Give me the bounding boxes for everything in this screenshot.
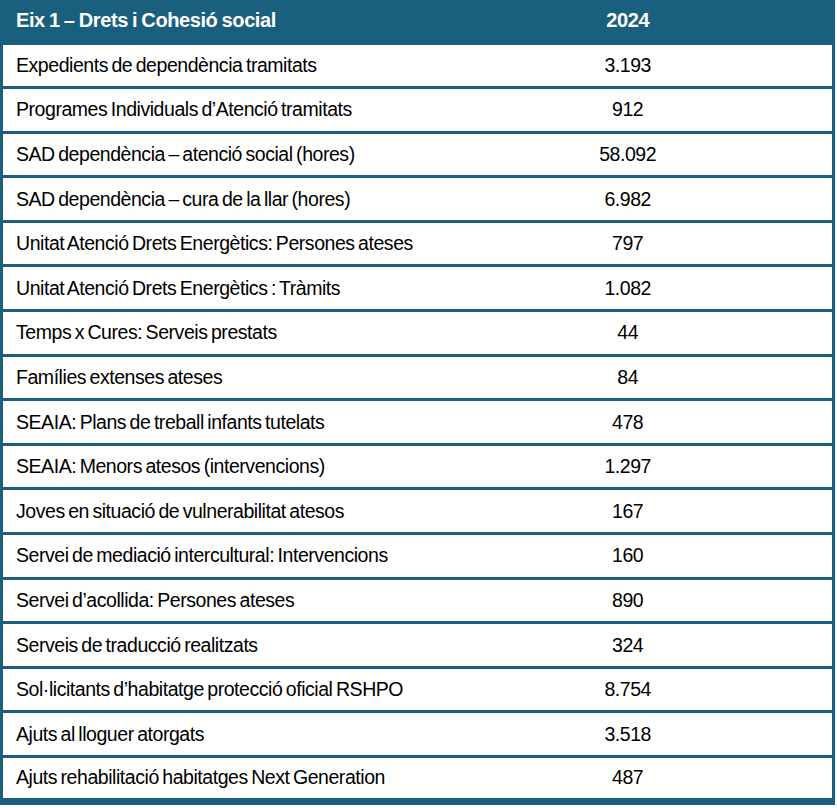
table-body: Expedients de dependència tramitats3.193… [2, 43, 834, 801]
row-label: Programes Individuals d’Atenció tramitat… [2, 88, 424, 133]
table-row: Joves en situació de vulnerabilitat ates… [2, 489, 834, 534]
row-value: 487 [423, 757, 833, 802]
row-value: 44 [423, 311, 833, 356]
row-value: 160 [423, 534, 833, 579]
row-label: Sol·licitants d’habitatge protecció ofic… [2, 667, 424, 712]
row-value: 6.982 [423, 177, 833, 222]
row-value: 8.754 [423, 667, 833, 712]
table-row: Temps x Cures: Serveis prestats44 [2, 311, 834, 356]
row-value: 1.297 [423, 444, 833, 489]
table-row: SEAIA: Plans de treball infants tutelats… [2, 400, 834, 445]
row-label: SEAIA: Menors atesos (intervencions) [2, 444, 424, 489]
table-row: Ajuts rehabilitació habitatges Next Gene… [2, 757, 834, 802]
row-label: Famílies extenses ateses [2, 355, 424, 400]
table-header: Eix 1 – Drets i Cohesió social 2024 [2, 0, 834, 43]
table-row: Unitat Atenció Drets Energètics: Persone… [2, 221, 834, 266]
row-value: 3.193 [423, 43, 833, 88]
row-value: 912 [423, 88, 833, 133]
row-label: SEAIA: Plans de treball infants tutelats [2, 400, 424, 445]
row-value: 478 [423, 400, 833, 445]
row-label: Servei de mediació intercultural: Interv… [2, 534, 424, 579]
row-value: 324 [423, 623, 833, 668]
row-value: 797 [423, 221, 833, 266]
table-row: Programes Individuals d’Atenció tramitat… [2, 88, 834, 133]
table-row: Servei de mediació intercultural: Interv… [2, 534, 834, 579]
table-row: SAD dependència – cura de la llar (hores… [2, 177, 834, 222]
table-row: SEAIA: Menors atesos (intervencions)1.29… [2, 444, 834, 489]
row-value: 890 [423, 578, 833, 623]
row-label: Unitat Atenció Drets Energètics : Tràmit… [2, 266, 424, 311]
year-column-header: 2024 [423, 0, 833, 43]
row-label: SAD dependència – atenció social (hores) [2, 132, 424, 177]
table-row: Serveis de traducció realitzats324 [2, 623, 834, 668]
row-value: 58.092 [423, 132, 833, 177]
row-value: 84 [423, 355, 833, 400]
row-label: Unitat Atenció Drets Energètics: Persone… [2, 221, 424, 266]
row-label: Ajuts al lloguer atorgats [2, 712, 424, 757]
row-label: Joves en situació de vulnerabilitat ates… [2, 489, 424, 534]
row-label: SAD dependència – cura de la llar (hores… [2, 177, 424, 222]
table-title: Eix 1 – Drets i Cohesió social [2, 0, 424, 43]
table-row: Famílies extenses ateses84 [2, 355, 834, 400]
row-label: Servei d’acollida: Persones ateses [2, 578, 424, 623]
row-label: Serveis de traducció realitzats [2, 623, 424, 668]
table-row: Servei d’acollida: Persones ateses890 [2, 578, 834, 623]
row-label: Temps x Cures: Serveis prestats [2, 311, 424, 356]
row-value: 167 [423, 489, 833, 534]
table-row: Expedients de dependència tramitats3.193 [2, 43, 834, 88]
table-row: Unitat Atenció Drets Energètics : Tràmit… [2, 266, 834, 311]
page: Eix 1 – Drets i Cohesió social 2024 Expe… [0, 0, 837, 808]
indicators-table: Eix 1 – Drets i Cohesió social 2024 Expe… [0, 0, 835, 805]
table-row: Ajuts al lloguer atorgats3.518 [2, 712, 834, 757]
row-label: Expedients de dependència tramitats [2, 43, 424, 88]
table-row: Sol·licitants d’habitatge protecció ofic… [2, 667, 834, 712]
row-value: 1.082 [423, 266, 833, 311]
table-header-row: Eix 1 – Drets i Cohesió social 2024 [2, 0, 834, 43]
row-label: Ajuts rehabilitació habitatges Next Gene… [2, 757, 424, 802]
table-row: SAD dependència – atenció social (hores)… [2, 132, 834, 177]
row-value: 3.518 [423, 712, 833, 757]
